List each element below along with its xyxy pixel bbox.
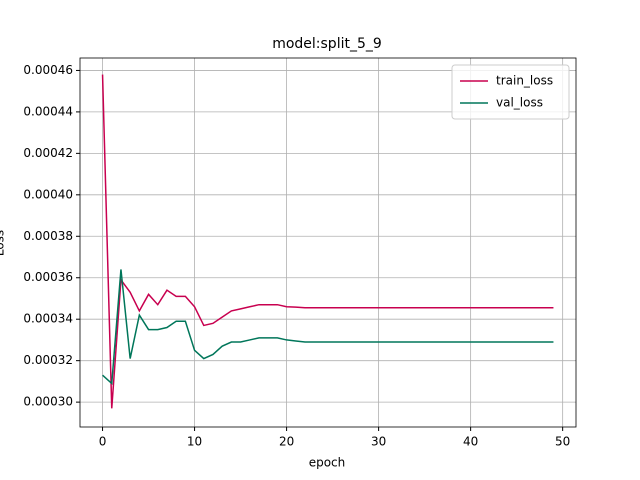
legend-label: train_loss (496, 74, 553, 88)
line-series (102, 269, 554, 386)
x-tick-label: 20 (279, 435, 294, 449)
y-tick-label: 0.00038 (23, 229, 73, 243)
y-tick-label: 0.00034 (23, 312, 73, 326)
x-tick-label: 50 (555, 435, 570, 449)
axes-frame (79, 57, 577, 428)
x-axis-label: epoch (309, 456, 346, 470)
y-tick-label: 0.00040 (23, 187, 73, 201)
chart-title: model:split_5_9 (272, 36, 382, 52)
y-tick-label: 0.00042 (23, 146, 73, 160)
x-tick-label: 10 (187, 435, 202, 449)
y-tick-label: 0.00046 (23, 63, 73, 77)
y-tick-label: 0.00044 (23, 104, 73, 118)
x-tick-label: 40 (463, 435, 478, 449)
x-tick-label: 30 (371, 435, 386, 449)
legend-label: val_loss (496, 96, 543, 110)
y-tick-label: 0.00032 (23, 353, 73, 367)
y-tick-label: 0.00036 (23, 270, 73, 284)
x-tick-label: 0 (99, 435, 107, 449)
y-tick-label: 0.00030 (23, 395, 73, 409)
y-axis-label: Loss (0, 230, 7, 256)
line-series (101, 74, 554, 409)
legend-box (451, 64, 570, 120)
